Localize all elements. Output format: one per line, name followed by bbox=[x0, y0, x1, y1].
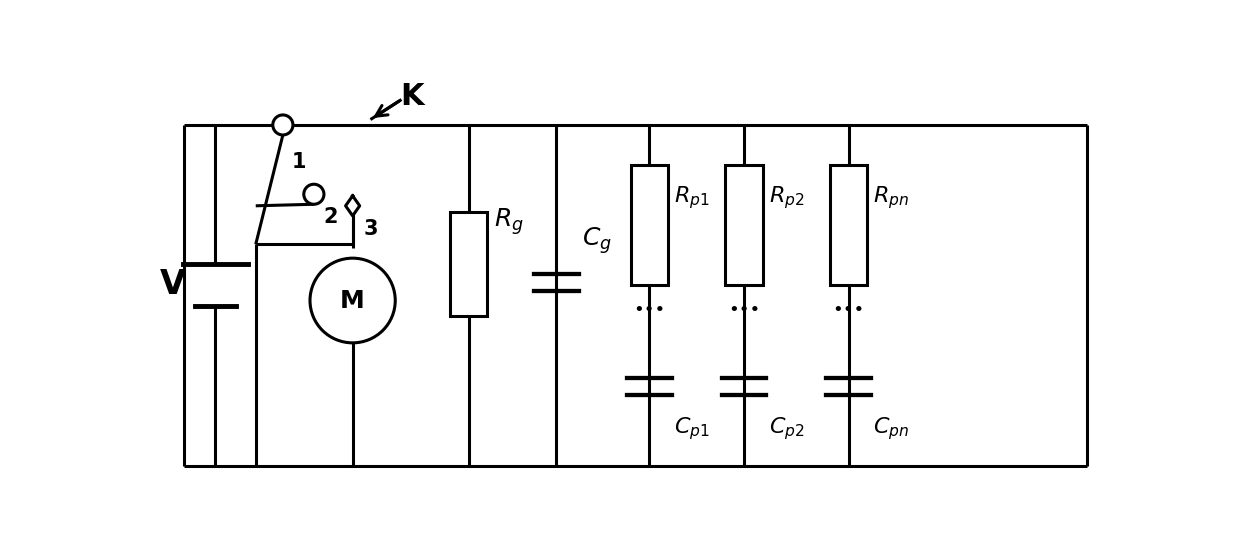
Text: $R_g$: $R_g$ bbox=[495, 206, 525, 236]
Bar bbox=[830, 165, 867, 284]
Text: •••: ••• bbox=[634, 301, 666, 319]
Text: •••: ••• bbox=[728, 301, 760, 319]
Circle shape bbox=[304, 184, 324, 204]
Circle shape bbox=[273, 115, 293, 135]
Circle shape bbox=[310, 258, 396, 343]
Text: $R_{p1}$: $R_{p1}$ bbox=[675, 185, 711, 212]
Text: •••: ••• bbox=[832, 301, 864, 319]
Text: 2: 2 bbox=[324, 207, 337, 227]
Polygon shape bbox=[346, 196, 360, 216]
Text: $C_g$: $C_g$ bbox=[582, 225, 611, 256]
Bar bbox=[450, 212, 487, 315]
Text: 3: 3 bbox=[363, 219, 378, 239]
Text: 1: 1 bbox=[293, 152, 306, 172]
Text: $C_{p1}$: $C_{p1}$ bbox=[675, 416, 711, 442]
Text: $C_{p2}$: $C_{p2}$ bbox=[769, 416, 805, 442]
Text: $R_{pn}$: $R_{pn}$ bbox=[873, 185, 909, 212]
Text: M: M bbox=[340, 288, 365, 312]
Text: K: K bbox=[401, 82, 424, 111]
Bar bbox=[631, 165, 668, 284]
Text: $R_{p2}$: $R_{p2}$ bbox=[769, 185, 805, 212]
Text: $C_{pn}$: $C_{pn}$ bbox=[873, 416, 910, 442]
Text: V: V bbox=[160, 268, 186, 301]
Bar bbox=[725, 165, 763, 284]
